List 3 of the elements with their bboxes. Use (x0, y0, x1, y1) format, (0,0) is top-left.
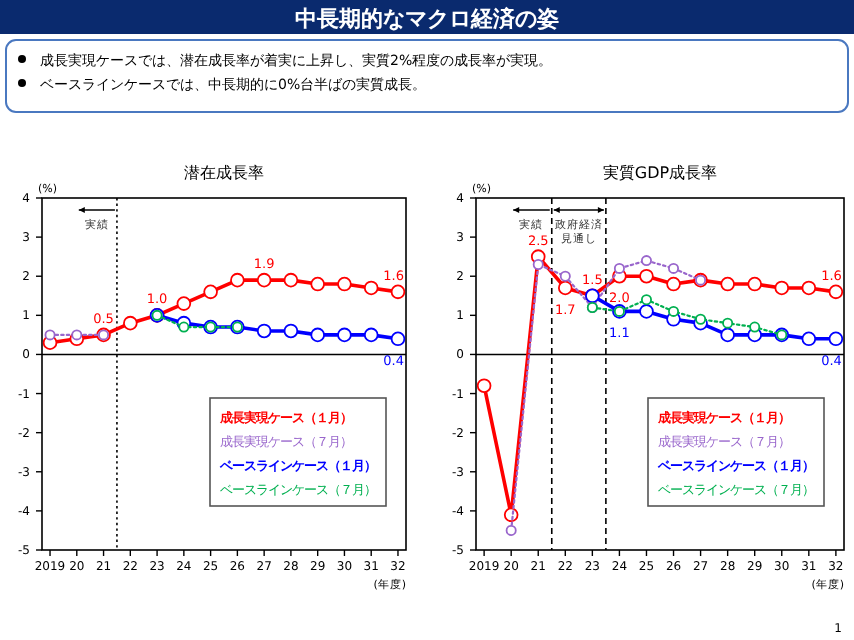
chart-title: 実質GDP成長率 (602, 164, 718, 182)
title-banner: 中長期的なマクロ経済の姿 (0, 0, 854, 34)
chart-title: 潜在成長率 (184, 164, 264, 182)
